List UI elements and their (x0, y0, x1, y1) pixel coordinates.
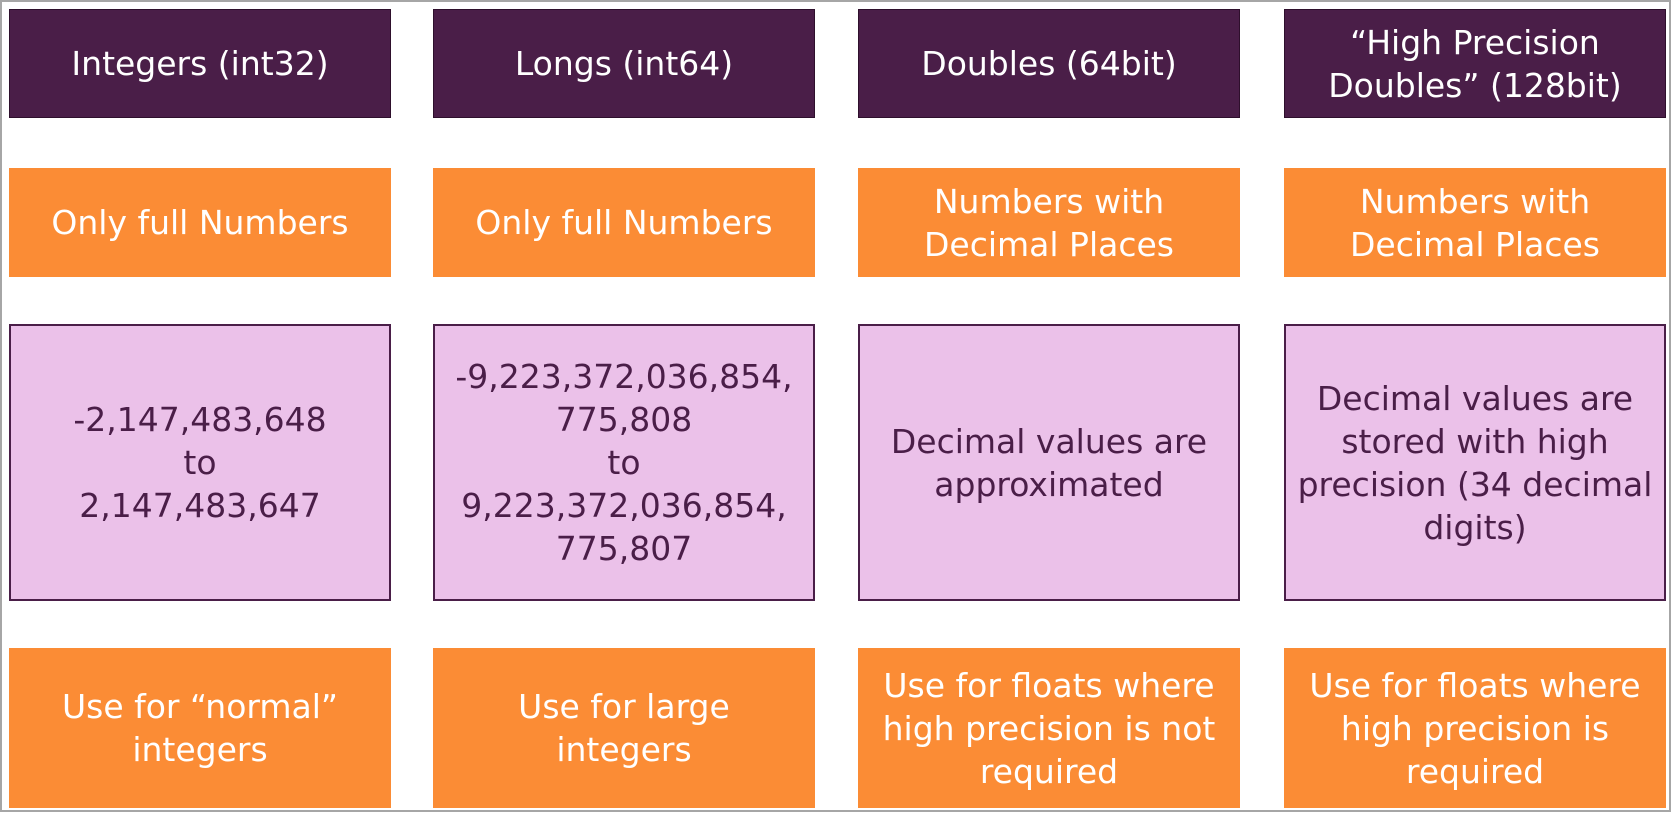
header-box: “High Precision Doubles” (128bit) (1284, 9, 1666, 118)
value-range-box: -9,223,372,036,854, 775,808 to 9,223,372… (433, 324, 815, 601)
usage-box: Use for “normal” integers (9, 648, 391, 808)
header-box: Longs (int64) (433, 9, 815, 118)
column-double: Doubles (64bit) Numbers with Decimal Pla… (858, 2, 1240, 814)
value-range-box: -2,147,483,648 to 2,147,483,647 (9, 324, 391, 601)
value-range-box: Decimal values are approximated (858, 324, 1240, 601)
usage-box: Use for floats where high precision is r… (1284, 648, 1666, 808)
column-int64: Longs (int64) Only full Numbers -9,223,3… (433, 2, 815, 814)
column-int32: Integers (int32) Only full Numbers -2,14… (9, 2, 391, 814)
column-high-precision-double: “High Precision Doubles” (128bit) Number… (1284, 2, 1666, 814)
header-box: Integers (int32) (9, 9, 391, 118)
usage-box: Use for floats where high precision is n… (858, 648, 1240, 808)
number-kind-box: Only full Numbers (433, 168, 815, 277)
number-kind-box: Only full Numbers (9, 168, 391, 277)
usage-box: Use for large integers (433, 648, 815, 808)
number-kind-box: Numbers with Decimal Places (858, 168, 1240, 277)
value-range-box: Decimal values are stored with high prec… (1284, 324, 1666, 601)
header-box: Doubles (64bit) (858, 9, 1240, 118)
number-kind-box: Numbers with Decimal Places (1284, 168, 1666, 277)
